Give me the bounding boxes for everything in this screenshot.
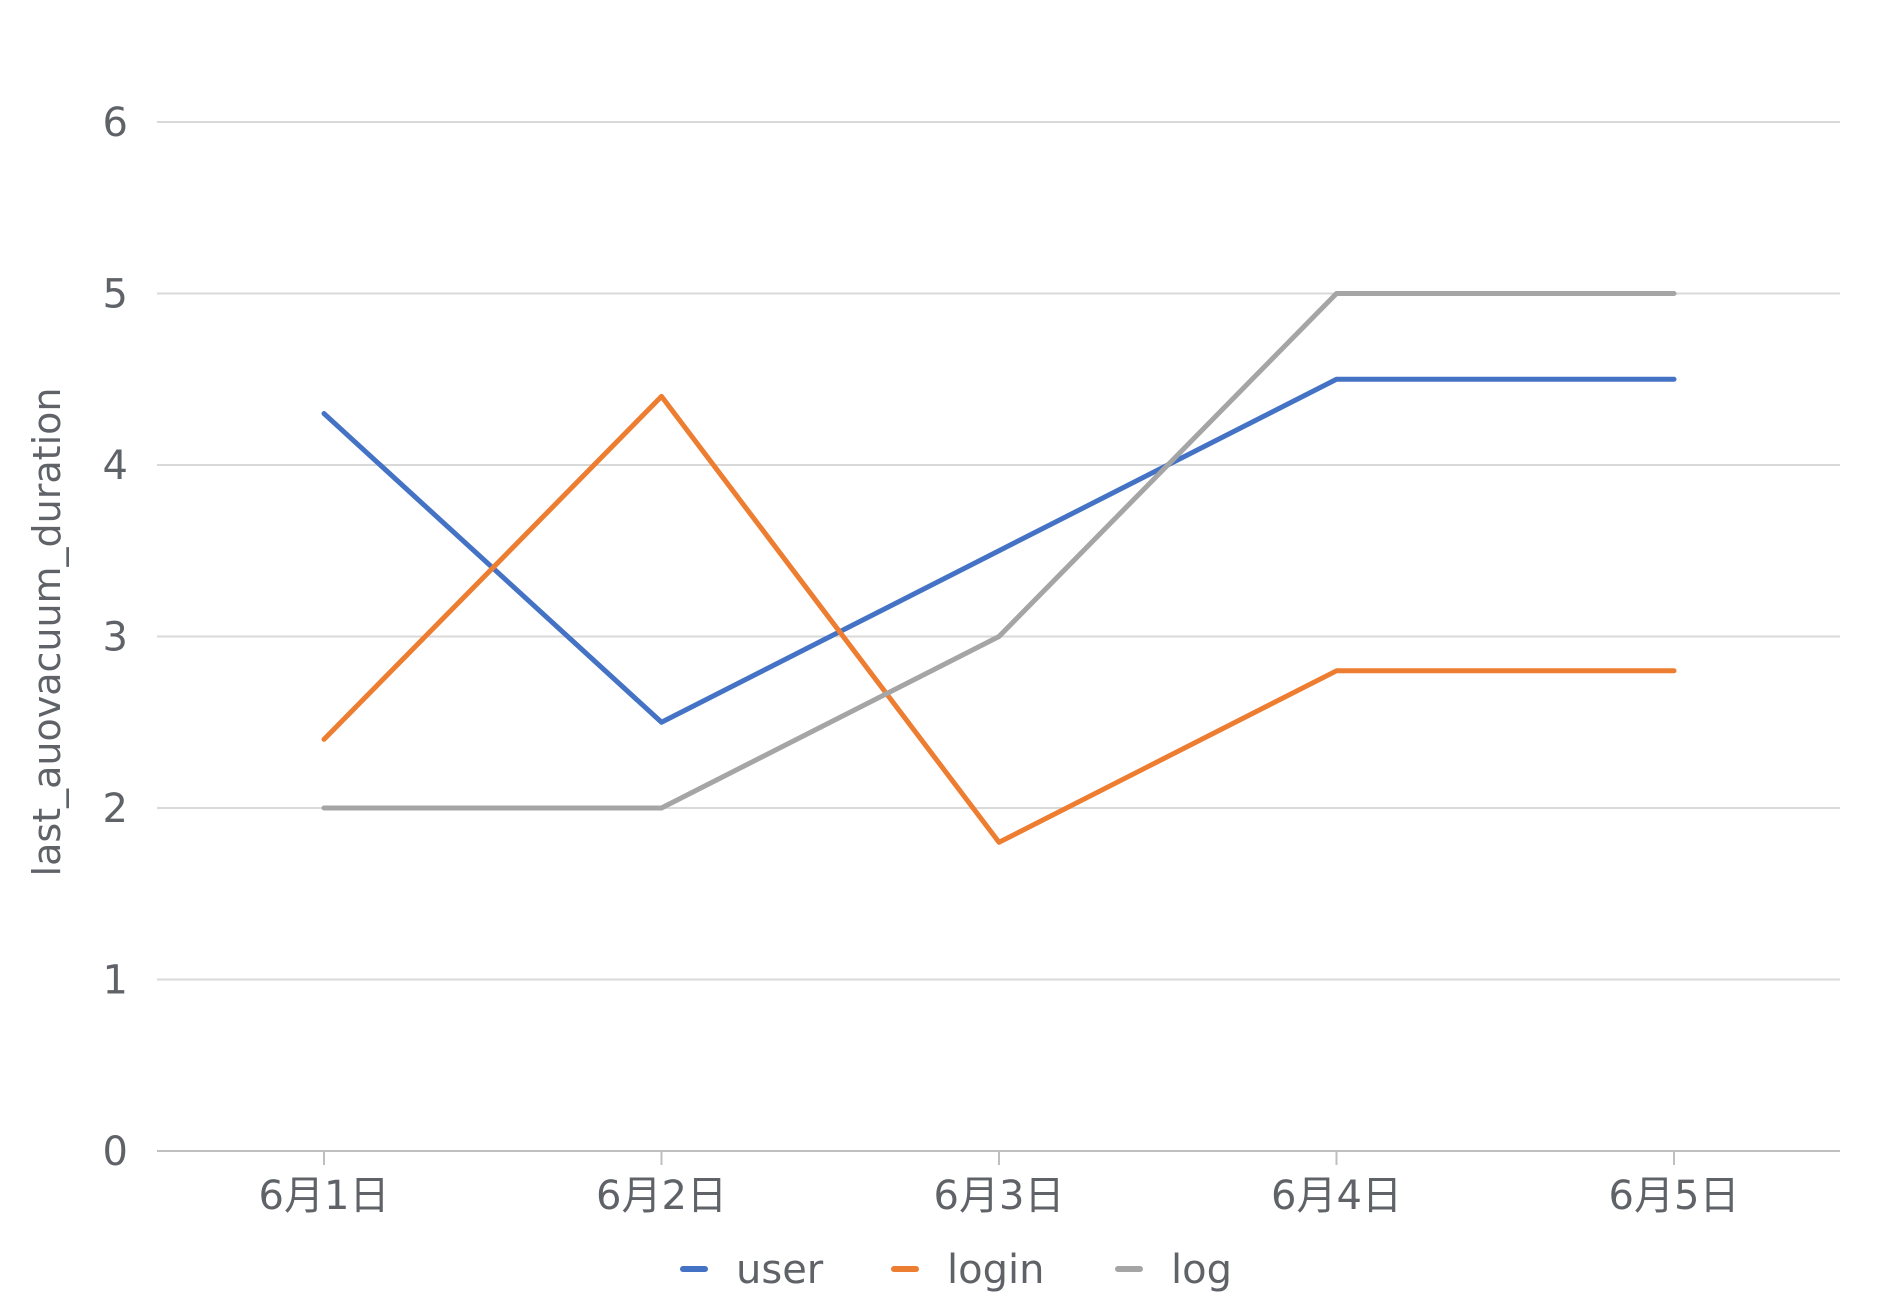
legend-label-log: log xyxy=(1171,1247,1232,1293)
x-tick-label: 6月1日 xyxy=(259,1173,390,1219)
x-tick-label: 6月5日 xyxy=(1609,1173,1740,1219)
series-lines xyxy=(321,291,1677,845)
series-line-log xyxy=(321,291,1677,811)
x-tick-label: 6月3日 xyxy=(934,1173,1065,1219)
axes xyxy=(157,1150,1840,1165)
y-tick-label: 2 xyxy=(103,786,128,832)
series-line-login xyxy=(321,393,1677,845)
legend: user login log xyxy=(680,1247,1232,1293)
x-tick-label: 6月4日 xyxy=(1271,1173,1402,1219)
y-axis-title: last_auovacuum_duration xyxy=(25,388,69,877)
y-tick-label: 3 xyxy=(103,615,128,661)
legend-label-user: user xyxy=(736,1247,824,1293)
tick-labels: 0 1 2 3 4 5 6 6月1日 6月2日 6月3日 6月4日 6月5日 xyxy=(103,100,1740,1219)
y-tick-label: 1 xyxy=(103,958,128,1004)
x-tick-label: 6月2日 xyxy=(596,1173,727,1219)
y-tick-label: 4 xyxy=(103,443,128,489)
series-line-user xyxy=(321,376,1677,725)
y-tick-label: 0 xyxy=(103,1129,128,1175)
y-tick-label: 5 xyxy=(103,272,128,318)
y-tick-label: 6 xyxy=(103,100,128,146)
legend-label-login: login xyxy=(947,1247,1044,1293)
